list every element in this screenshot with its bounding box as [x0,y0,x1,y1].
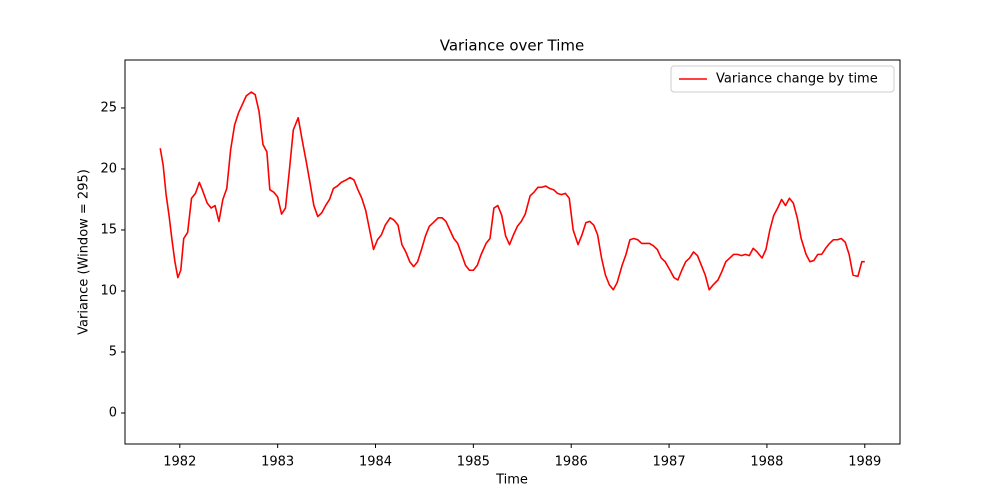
x-tick-label: 1983 [261,455,294,470]
x-axis-label: Time [495,473,528,488]
y-tick-label: 25 [100,100,117,115]
y-tick-label: 15 [100,222,117,237]
y-tick-label: 10 [100,283,117,298]
x-tick-label: 1988 [750,455,783,470]
x-tick-label: 1987 [653,455,686,470]
x-tick-label: 1982 [163,455,196,470]
y-tick-label: 5 [109,344,117,359]
legend-label: Variance change by time [716,72,878,87]
y-axis-label: Variance (Window = 295) [77,169,92,335]
x-tick-label: 1989 [848,455,881,470]
y-tick-label: 0 [109,406,117,421]
legend-box [670,65,895,93]
plot-frame [124,59,901,445]
x-tick-label: 1985 [457,455,490,470]
data-line [159,91,865,291]
chart-title: Variance over Time [440,37,585,55]
x-tick-label: 1986 [555,455,588,470]
x-tick-label: 1984 [359,455,392,470]
y-tick-label: 20 [100,161,117,176]
